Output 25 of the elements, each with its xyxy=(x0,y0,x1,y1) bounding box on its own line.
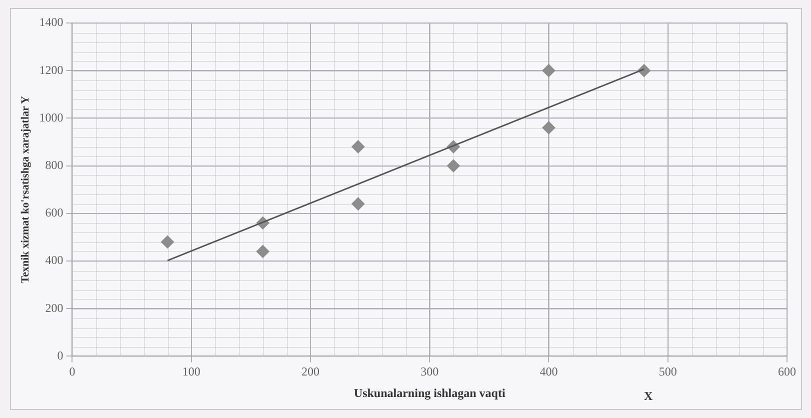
y-tick-label: 800 xyxy=(45,158,64,172)
x-tick-label: 300 xyxy=(420,364,439,379)
x-tick-label: 0 xyxy=(69,364,76,379)
y-tick-label: 1200 xyxy=(39,62,64,77)
point xyxy=(352,197,365,210)
y-tick-label: 0 xyxy=(57,348,64,362)
y-axis-title: Texnik xizmat ko'rsatishga xarajatlar Y xyxy=(19,96,32,284)
x-tick-label: 100 xyxy=(182,364,200,379)
text: X xyxy=(644,389,654,404)
y-tick-label: 600 xyxy=(45,206,64,220)
x-tick-label: 400 xyxy=(540,364,558,379)
x-axis-title: Uskunalarning ishlagan vaqti xyxy=(354,386,506,400)
point xyxy=(256,244,270,258)
point xyxy=(352,140,365,154)
point xyxy=(161,235,174,248)
point xyxy=(542,121,556,134)
x-tick-label: 200 xyxy=(301,364,320,379)
y-tick-label: 1400 xyxy=(39,15,64,30)
y-tick-label: 200 xyxy=(45,300,64,315)
point xyxy=(542,64,556,78)
y-tick-label: 1000 xyxy=(39,110,64,124)
y-tick-label: 400 xyxy=(45,253,64,268)
x-tick-label: 500 xyxy=(658,364,677,379)
point xyxy=(446,159,460,172)
x-tick-label: 600 xyxy=(778,364,796,379)
